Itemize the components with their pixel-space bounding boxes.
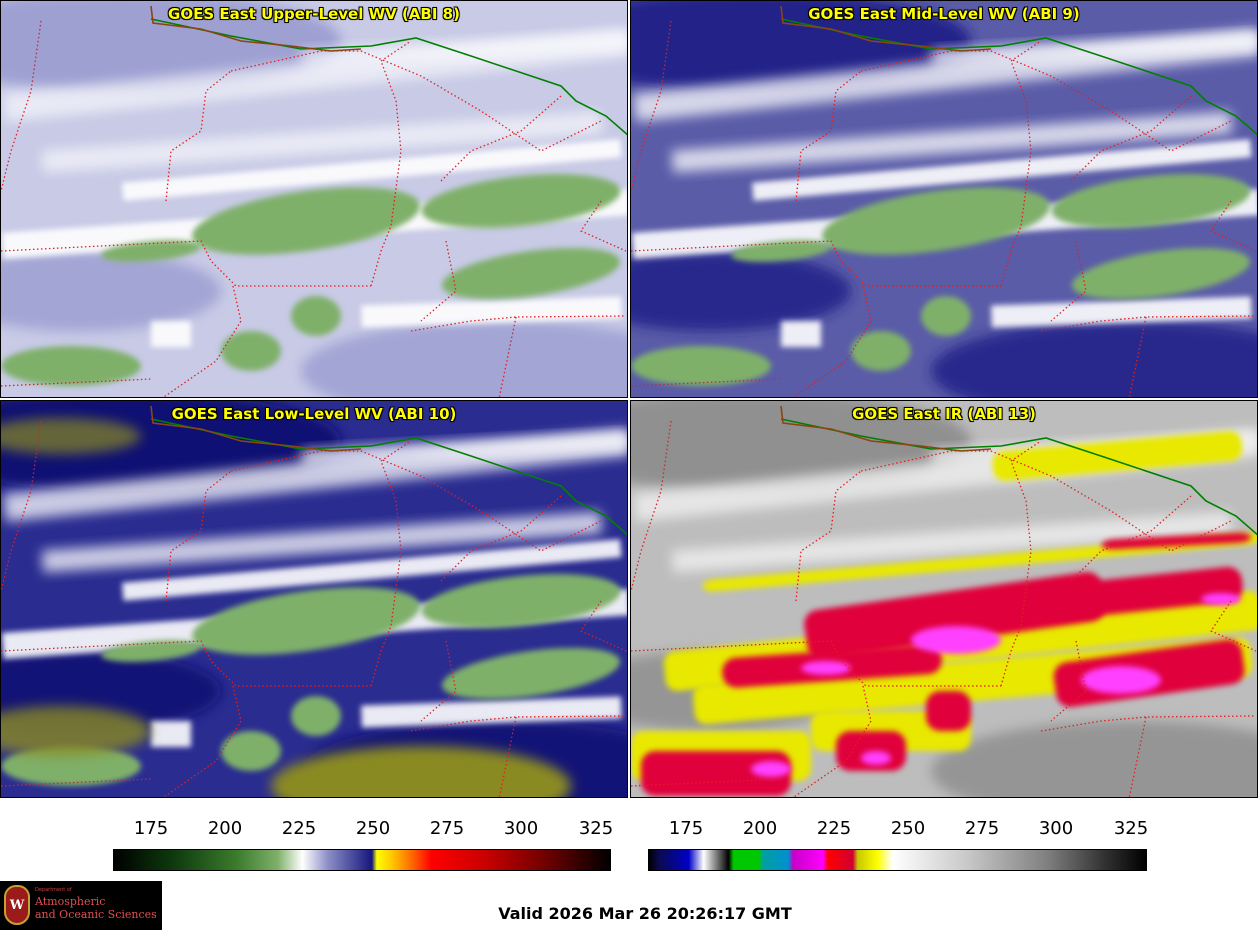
panel-title: GOES East IR (ABI 13) (852, 405, 1036, 423)
valid-time: Valid 2026 Mar 26 20:26:17 GMT (498, 904, 792, 923)
ir-image (631, 401, 1257, 797)
ir-tick-label: 250 (890, 818, 926, 839)
ir-tick-label: 275 (964, 818, 1000, 839)
uw-seal-icon: W (4, 885, 30, 925)
ir-tick-label: 325 (1113, 818, 1149, 839)
upper-level-wv-panel: GOES East Upper-Level WV (ABI 8) (0, 0, 628, 398)
logo-name-line2: and Oceanic Sciences (35, 908, 157, 921)
wv-tick-label: 200 (207, 818, 243, 839)
ir-tick-label: 300 (1038, 818, 1074, 839)
mid-level-wv-panel: GOES East Mid-Level WV (ABI 9) (630, 0, 1258, 398)
panel-title: GOES East Mid-Level WV (ABI 9) (808, 5, 1080, 23)
ir-panel: GOES East IR (ABI 13) (630, 400, 1258, 798)
ir-tick-label: 225 (816, 818, 852, 839)
panel-title: GOES East Upper-Level WV (ABI 8) (168, 5, 460, 23)
wv-colorbar (113, 849, 611, 871)
wv-tick-label: 250 (355, 818, 391, 839)
wv-tick-label: 325 (578, 818, 614, 839)
wv-tick-label: 275 (429, 818, 465, 839)
logo-dept: Department of (35, 887, 72, 893)
low-level-wv-panel: GOES East Low-Level WV (ABI 10) (0, 400, 628, 798)
mid-level-wv-image (631, 1, 1257, 397)
wv-tick-label: 175 (133, 818, 169, 839)
low-level-wv-image (1, 401, 627, 797)
wv-tick-label: 300 (503, 818, 539, 839)
panel-title: GOES East Low-Level WV (ABI 10) (171, 405, 457, 423)
wv-tick-label: 225 (281, 818, 317, 839)
ir-tick-label: 175 (668, 818, 704, 839)
aos-logo: W Department of Atmospheric and Oceanic … (0, 881, 162, 930)
upper-level-wv-image (1, 1, 627, 397)
logo-name-line1: Atmospheric (35, 895, 106, 908)
ir-colorbar (648, 849, 1147, 871)
ir-tick-label: 200 (742, 818, 778, 839)
